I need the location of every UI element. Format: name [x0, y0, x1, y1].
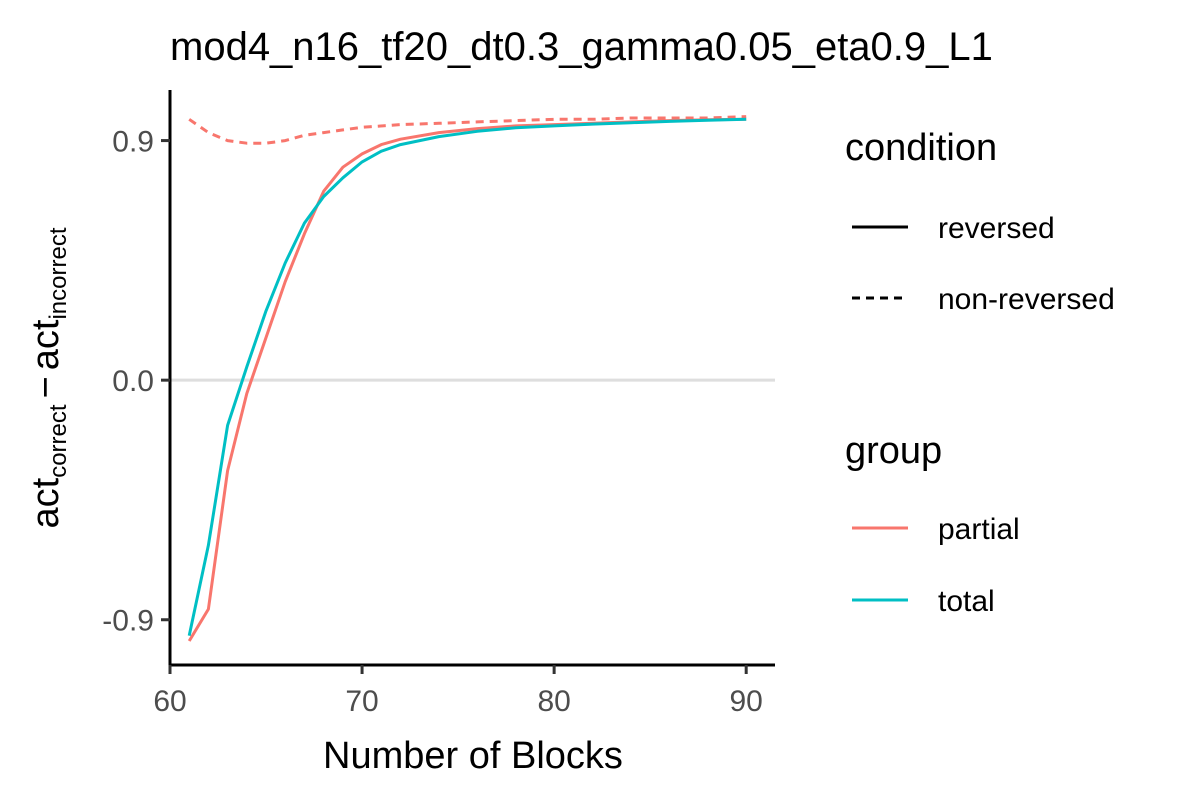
- x-axis-ticks: 60 70 80 90: [153, 665, 763, 718]
- y-axis-title-sub1: correct: [45, 404, 72, 478]
- legend-label-reversed: reversed: [938, 212, 1055, 245]
- x-tick-label: 60: [153, 685, 186, 718]
- legend-label-non-reversed: non-reversed: [938, 283, 1115, 316]
- y-axis-title-sub2: incorrect: [45, 227, 72, 319]
- y-axis-title-act1: act: [25, 477, 67, 528]
- legend-group: group partial total: [845, 430, 1020, 618]
- y-axis-title-operator: −: [25, 376, 67, 398]
- chart-title: mod4_n16_tf20_dt0.3_gamma0.05_eta0.9_L1: [170, 25, 993, 69]
- legend-group-title: group: [845, 430, 942, 472]
- series-line-total-reversed: [187, 117, 747, 637]
- legend-condition-title: condition: [845, 127, 997, 169]
- x-tick-label: 90: [730, 685, 763, 718]
- y-tick-label: 0.9: [112, 126, 154, 159]
- y-tick-label: 0.0: [112, 365, 154, 398]
- y-axis-ticks: -0.9 0.0 0.9: [102, 126, 170, 638]
- x-tick-label: 70: [345, 685, 378, 718]
- x-axis-title: Number of Blocks: [323, 735, 623, 777]
- series-layer: [187, 115, 747, 642]
- series-line-partial-non-reversed: [188, 115, 747, 145]
- y-axis-title-act2: act: [25, 319, 67, 370]
- y-axis-title: actcorrect−actincorrect: [25, 227, 72, 528]
- legend-condition: condition reversed non-reversed: [845, 127, 1115, 316]
- legend-label-partial: partial: [938, 513, 1020, 546]
- y-tick-label: -0.9: [102, 605, 154, 638]
- x-tick-label: 80: [537, 685, 570, 718]
- legend-label-total: total: [938, 585, 995, 618]
